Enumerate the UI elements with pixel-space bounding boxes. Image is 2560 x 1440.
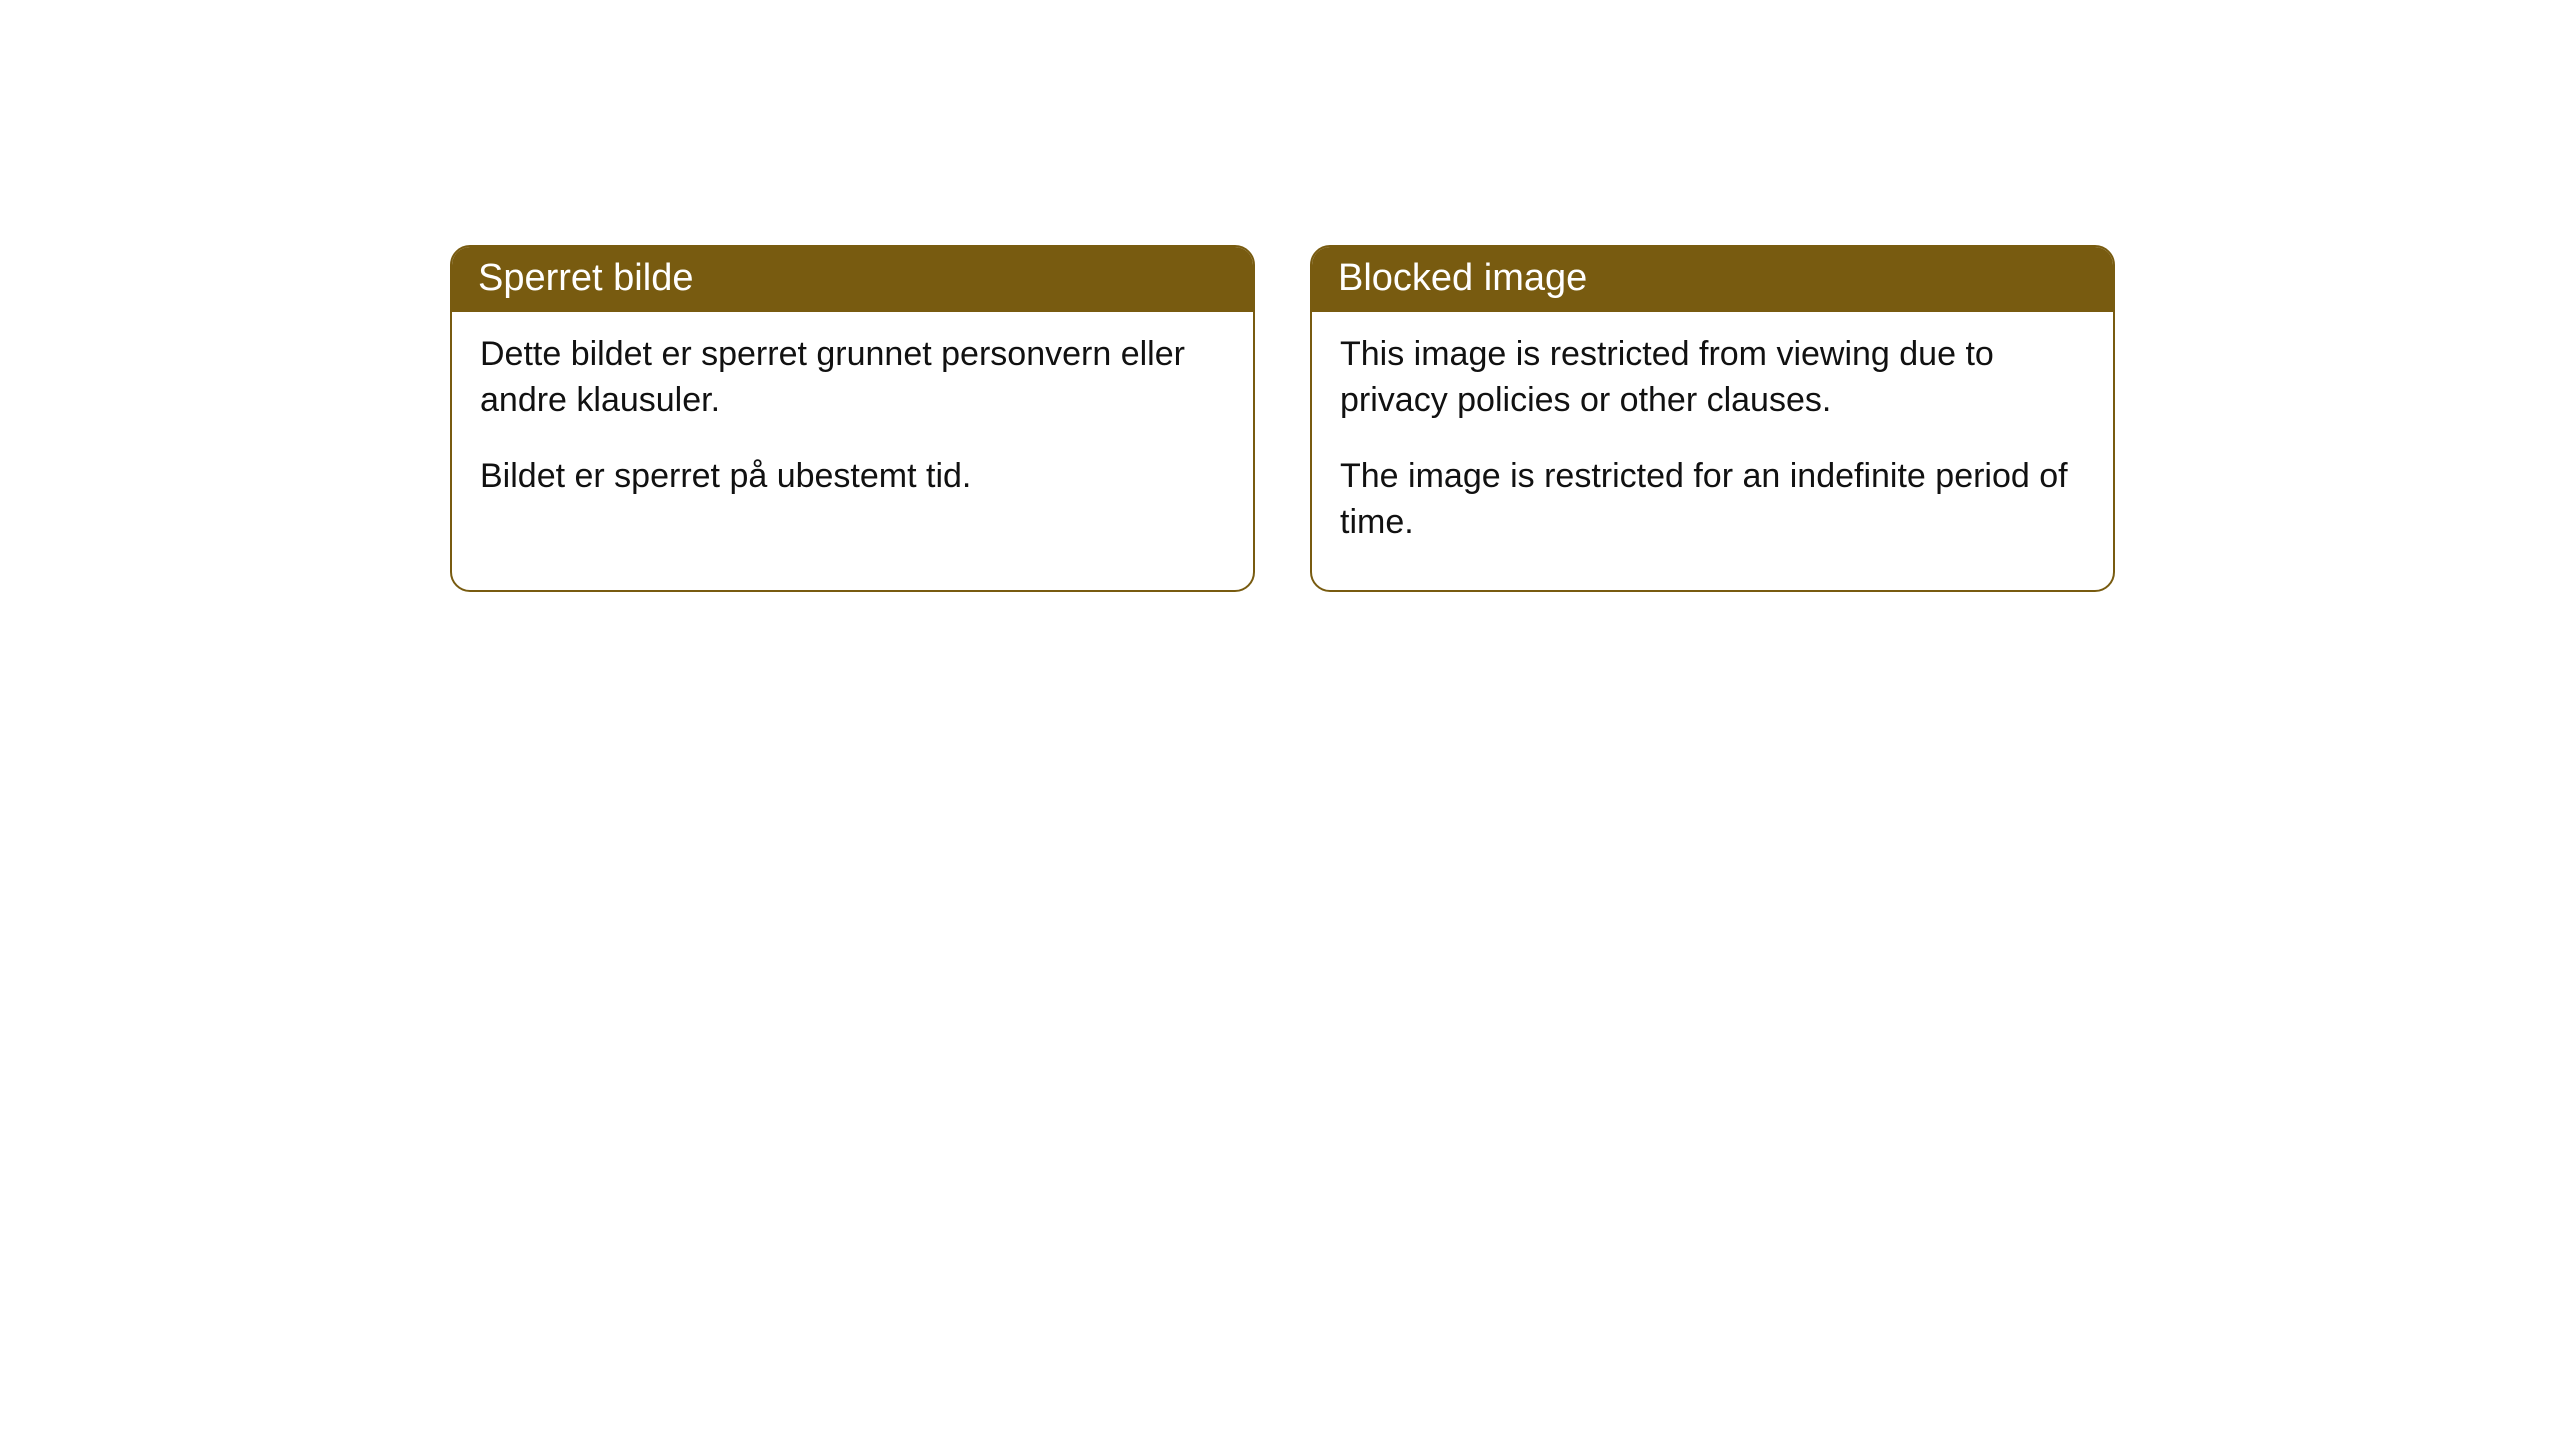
card-paragraph: The image is restricted for an indefinit…	[1340, 454, 2085, 546]
notice-card-norwegian: Sperret bilde Dette bildet er sperret gr…	[450, 245, 1255, 592]
card-paragraph: Dette bildet er sperret grunnet personve…	[480, 332, 1225, 424]
card-header: Blocked image	[1312, 247, 2113, 312]
card-body: Dette bildet er sperret grunnet personve…	[452, 312, 1253, 544]
card-paragraph: This image is restricted from viewing du…	[1340, 332, 2085, 424]
card-body: This image is restricted from viewing du…	[1312, 312, 2113, 590]
notice-cards-container: Sperret bilde Dette bildet er sperret gr…	[450, 245, 2115, 592]
card-title: Blocked image	[1338, 257, 1587, 299]
card-title: Sperret bilde	[478, 257, 693, 299]
notice-card-english: Blocked image This image is restricted f…	[1310, 245, 2115, 592]
card-header: Sperret bilde	[452, 247, 1253, 312]
card-paragraph: Bildet er sperret på ubestemt tid.	[480, 454, 1225, 500]
